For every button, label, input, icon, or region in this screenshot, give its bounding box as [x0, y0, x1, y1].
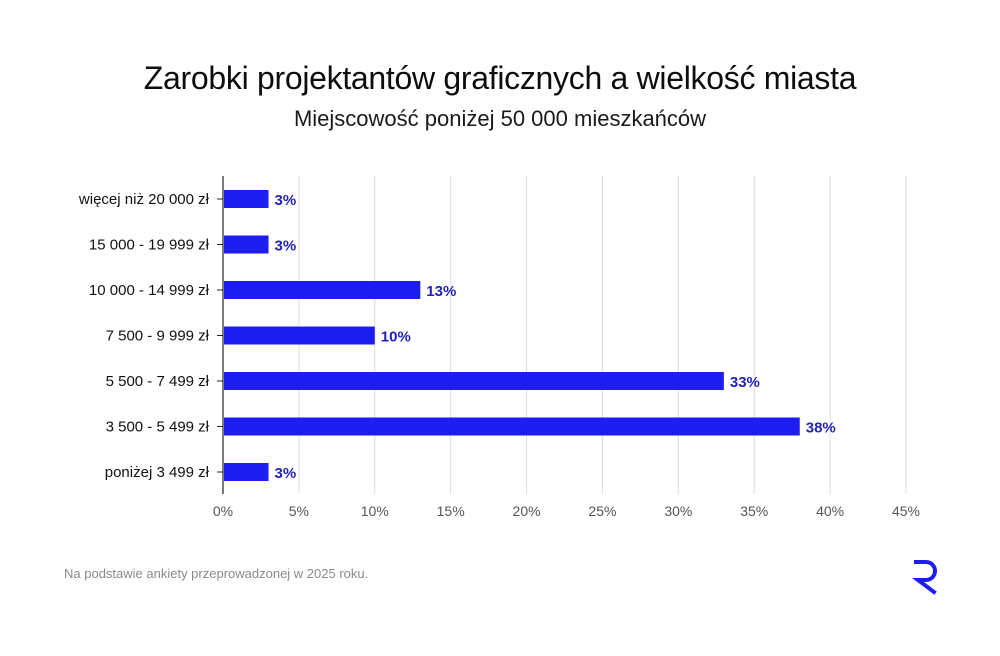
- category-label: 7 500 - 9 999 zł: [106, 328, 210, 345]
- x-tick-label: 0%: [213, 503, 233, 519]
- bar: [224, 463, 269, 481]
- bar: [224, 281, 421, 299]
- value-label: 38%: [806, 420, 836, 437]
- chart-title: Zarobki projektantów graficznych a wielk…: [143, 60, 857, 96]
- value-label: 3%: [275, 238, 297, 255]
- x-tick-label: 15%: [437, 503, 465, 519]
- bar: [224, 372, 724, 390]
- category-label: 15 000 - 19 999 zł: [89, 237, 210, 254]
- x-tick-label: 45%: [892, 503, 920, 519]
- bar: [224, 235, 269, 254]
- chart-subtitle: Miejscowość poniżej 50 000 mieszkańców: [293, 106, 707, 131]
- value-label: 3%: [275, 465, 297, 482]
- value-label: 13%: [426, 283, 456, 300]
- value-label: 3%: [275, 192, 297, 209]
- category-label: więcej niż 20 000 zł: [78, 191, 210, 208]
- x-tick-label: 40%: [816, 503, 844, 519]
- x-tick-label: 35%: [740, 503, 768, 519]
- x-tick-label: 10%: [361, 503, 389, 519]
- x-tick-label: 20%: [513, 503, 541, 519]
- x-tick-label: 5%: [289, 503, 309, 519]
- category-label: 10 000 - 14 999 zł: [89, 282, 210, 299]
- category-label: poniżej 3 499 zł: [105, 464, 210, 481]
- footnote: Na podstawie ankiety przeprowadzonej w 2…: [64, 566, 369, 581]
- bar: [224, 190, 269, 208]
- r-logo-icon: [912, 560, 937, 595]
- value-label: 33%: [730, 374, 760, 391]
- bar: [224, 326, 375, 345]
- bar: [224, 417, 800, 436]
- value-label: 10%: [381, 329, 411, 346]
- category-label: 3 500 - 5 499 zł: [106, 419, 210, 436]
- x-tick-label: 25%: [588, 503, 616, 519]
- category-label: 5 500 - 7 499 zł: [106, 373, 210, 390]
- x-tick-label: 30%: [664, 503, 692, 519]
